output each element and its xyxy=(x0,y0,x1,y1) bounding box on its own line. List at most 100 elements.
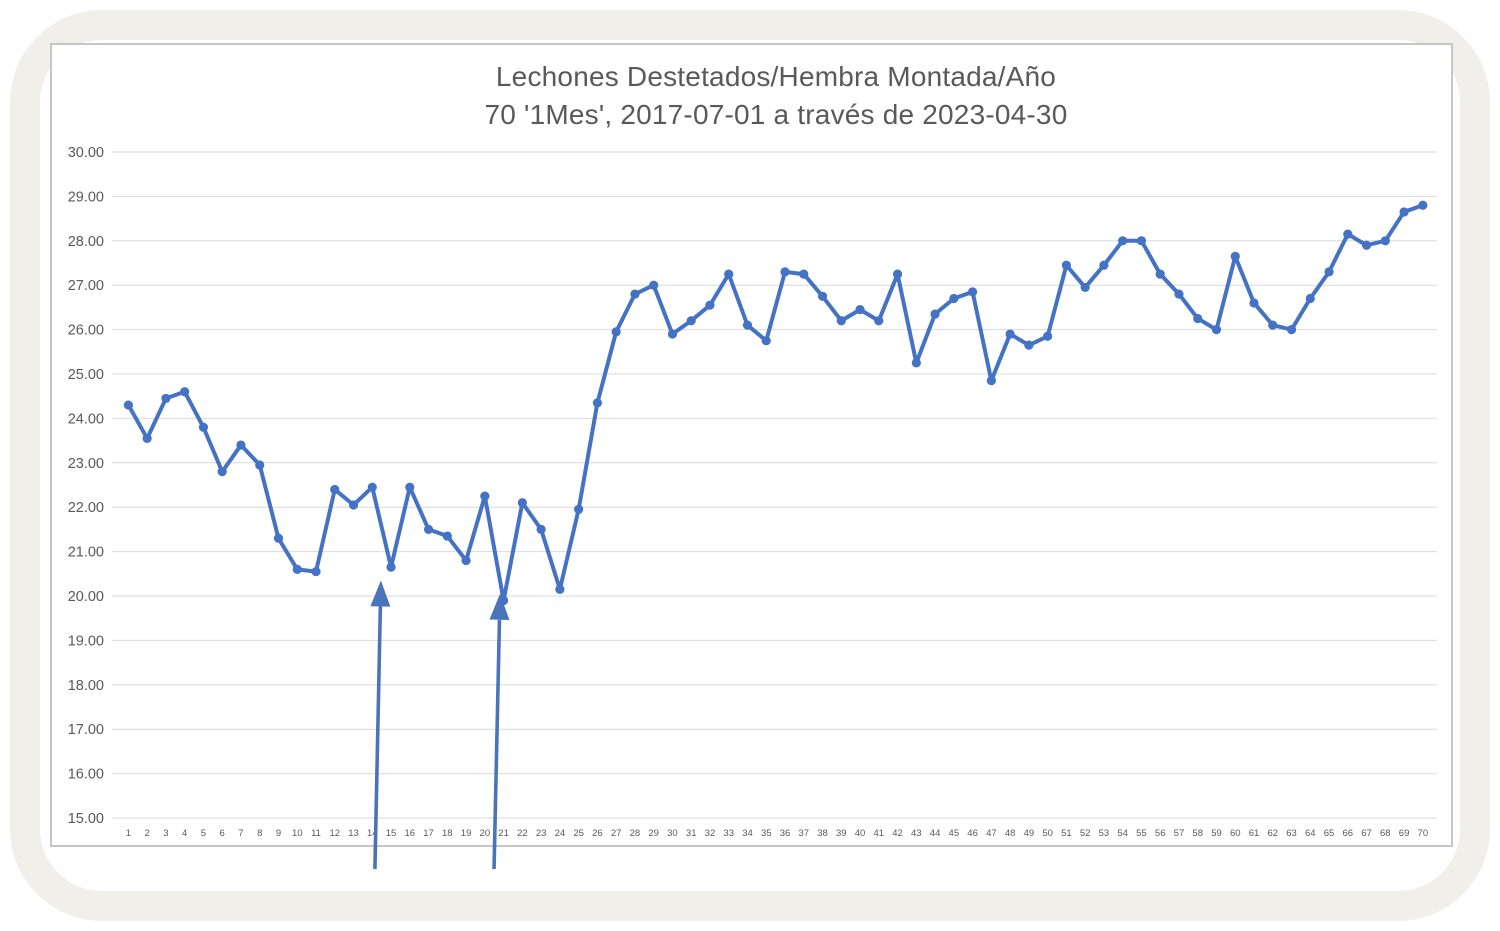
data-point-marker xyxy=(1324,267,1334,277)
x-axis-tick-label: 15 xyxy=(386,828,397,839)
x-axis-tick-label: 62 xyxy=(1267,828,1278,839)
data-point-marker xyxy=(1024,340,1034,350)
x-axis-tick-label: 20 xyxy=(480,828,491,839)
data-point-marker xyxy=(799,269,809,279)
data-point-marker xyxy=(217,467,227,477)
x-axis-tick-label: 42 xyxy=(892,828,903,839)
x-axis-tick-label: 24 xyxy=(555,828,566,839)
data-point-marker xyxy=(911,358,921,368)
x-axis-tick-label: 41 xyxy=(874,828,885,839)
data-point-marker xyxy=(1080,282,1090,293)
chart-title-line2: 70 '1Mes', 2017-07-01 a través de 2023-0… xyxy=(484,99,1068,130)
x-axis-tick-label: 17 xyxy=(423,828,434,839)
x-axis-tick-label: 21 xyxy=(498,828,509,839)
chart-title-line1: Lechones Destetados/Hembra Montada/Año xyxy=(495,61,1057,92)
data-point-marker xyxy=(536,524,546,535)
data-point-marker xyxy=(292,564,302,574)
y-axis-tick-label: 22.00 xyxy=(68,500,104,516)
data-point-marker xyxy=(1286,325,1297,335)
x-axis-tick-label: 49 xyxy=(1024,828,1035,839)
x-axis-tick-label: 69 xyxy=(1399,828,1410,839)
x-axis-tick-label: 64 xyxy=(1305,828,1316,839)
x-axis-tick-label: 46 xyxy=(967,828,978,839)
x-axis-tick-label: 55 xyxy=(1136,828,1147,839)
annotation-arrow-shaft xyxy=(373,606,383,870)
x-axis-tick-label: 50 xyxy=(1042,828,1053,839)
data-point-marker xyxy=(180,387,190,397)
data-point-marker xyxy=(423,524,434,535)
data-point-marker xyxy=(480,491,490,501)
data-point-marker xyxy=(273,533,284,543)
x-axis-tick-label: 18 xyxy=(442,828,453,839)
data-point-marker xyxy=(386,562,396,572)
data-point-marker xyxy=(1136,236,1147,246)
x-axis-tick-label: 57 xyxy=(1174,828,1185,839)
x-axis-tick-label: 2 xyxy=(145,828,150,839)
x-axis-tick-label: 30 xyxy=(667,828,678,839)
x-axis-tick-label: 60 xyxy=(1230,828,1241,839)
data-point-marker xyxy=(874,316,884,326)
data-point-marker xyxy=(1211,325,1222,335)
x-axis-tick-label: 48 xyxy=(1005,828,1016,839)
x-axis-tick-label: 61 xyxy=(1249,828,1260,839)
x-axis-tick-label: 63 xyxy=(1286,828,1297,839)
x-axis-tick-label: 26 xyxy=(592,828,603,839)
data-point-marker xyxy=(649,280,659,290)
data-point-marker xyxy=(630,289,640,299)
data-point-marker xyxy=(930,309,940,319)
data-point-marker xyxy=(1230,251,1240,261)
x-axis-tick-label: 13 xyxy=(348,828,359,839)
data-point-marker xyxy=(1061,260,1071,270)
x-axis-tick-label: 11 xyxy=(311,828,321,839)
x-axis-tick-label: 68 xyxy=(1380,828,1391,839)
y-axis-tick-label: 26.00 xyxy=(68,323,104,339)
x-axis-tick-label: 5 xyxy=(201,828,206,839)
data-point-marker xyxy=(198,422,209,432)
data-point-marker xyxy=(517,498,527,508)
x-axis-tick-label: 25 xyxy=(573,828,584,839)
data-point-marker xyxy=(255,460,265,470)
y-axis-tick-label: 16.00 xyxy=(68,767,104,783)
data-point-marker xyxy=(1155,269,1165,279)
x-axis-tick-label: 29 xyxy=(648,828,659,839)
x-axis-tick-label: 34 xyxy=(742,828,753,839)
data-point-marker xyxy=(555,584,565,594)
x-axis-tick-label: 66 xyxy=(1343,828,1354,839)
annotation-arrow-head xyxy=(370,580,391,607)
data-point-marker xyxy=(1099,260,1109,270)
x-axis-tick-label: 33 xyxy=(723,828,734,839)
x-axis-tick-label: 38 xyxy=(817,828,828,839)
data-point-marker xyxy=(667,329,678,339)
annotation-arrow-shaft xyxy=(492,619,502,870)
x-axis-tick-label: 70 xyxy=(1418,828,1429,839)
data-point-marker xyxy=(367,482,377,492)
y-axis-tick-label: 21.00 xyxy=(68,545,104,561)
y-axis-tick-label: 17.00 xyxy=(68,722,104,738)
y-axis-tick-label: 28.00 xyxy=(68,234,104,250)
data-point-marker xyxy=(686,316,696,326)
data-point-marker xyxy=(161,393,171,404)
data-point-marker xyxy=(742,320,753,330)
data-point-marker xyxy=(1249,298,1259,308)
x-axis-tick-label: 36 xyxy=(780,828,791,839)
x-axis-tick-label: 31 xyxy=(686,828,697,839)
x-axis-tick-label: 14 xyxy=(367,828,378,839)
data-point-marker xyxy=(348,500,359,510)
data-point-marker xyxy=(780,267,790,277)
x-axis-tick-label: 47 xyxy=(986,828,997,839)
data-point-marker xyxy=(311,566,321,577)
data-point-marker xyxy=(1005,329,1015,339)
x-axis-tick-label: 12 xyxy=(329,828,340,839)
data-point-marker xyxy=(1399,207,1409,217)
x-axis-tick-label: 56 xyxy=(1155,828,1166,839)
x-axis-tick-label: 51 xyxy=(1061,828,1072,839)
data-point-marker xyxy=(1380,236,1390,246)
data-point-marker xyxy=(405,482,415,492)
data-point-marker xyxy=(236,440,246,450)
x-axis-tick-label: 58 xyxy=(1192,828,1203,839)
x-axis-tick-label: 45 xyxy=(949,828,960,839)
y-axis-tick-label: 29.00 xyxy=(68,189,104,205)
x-axis-tick-label: 6 xyxy=(220,828,225,839)
x-axis-tick-label: 65 xyxy=(1324,828,1335,839)
